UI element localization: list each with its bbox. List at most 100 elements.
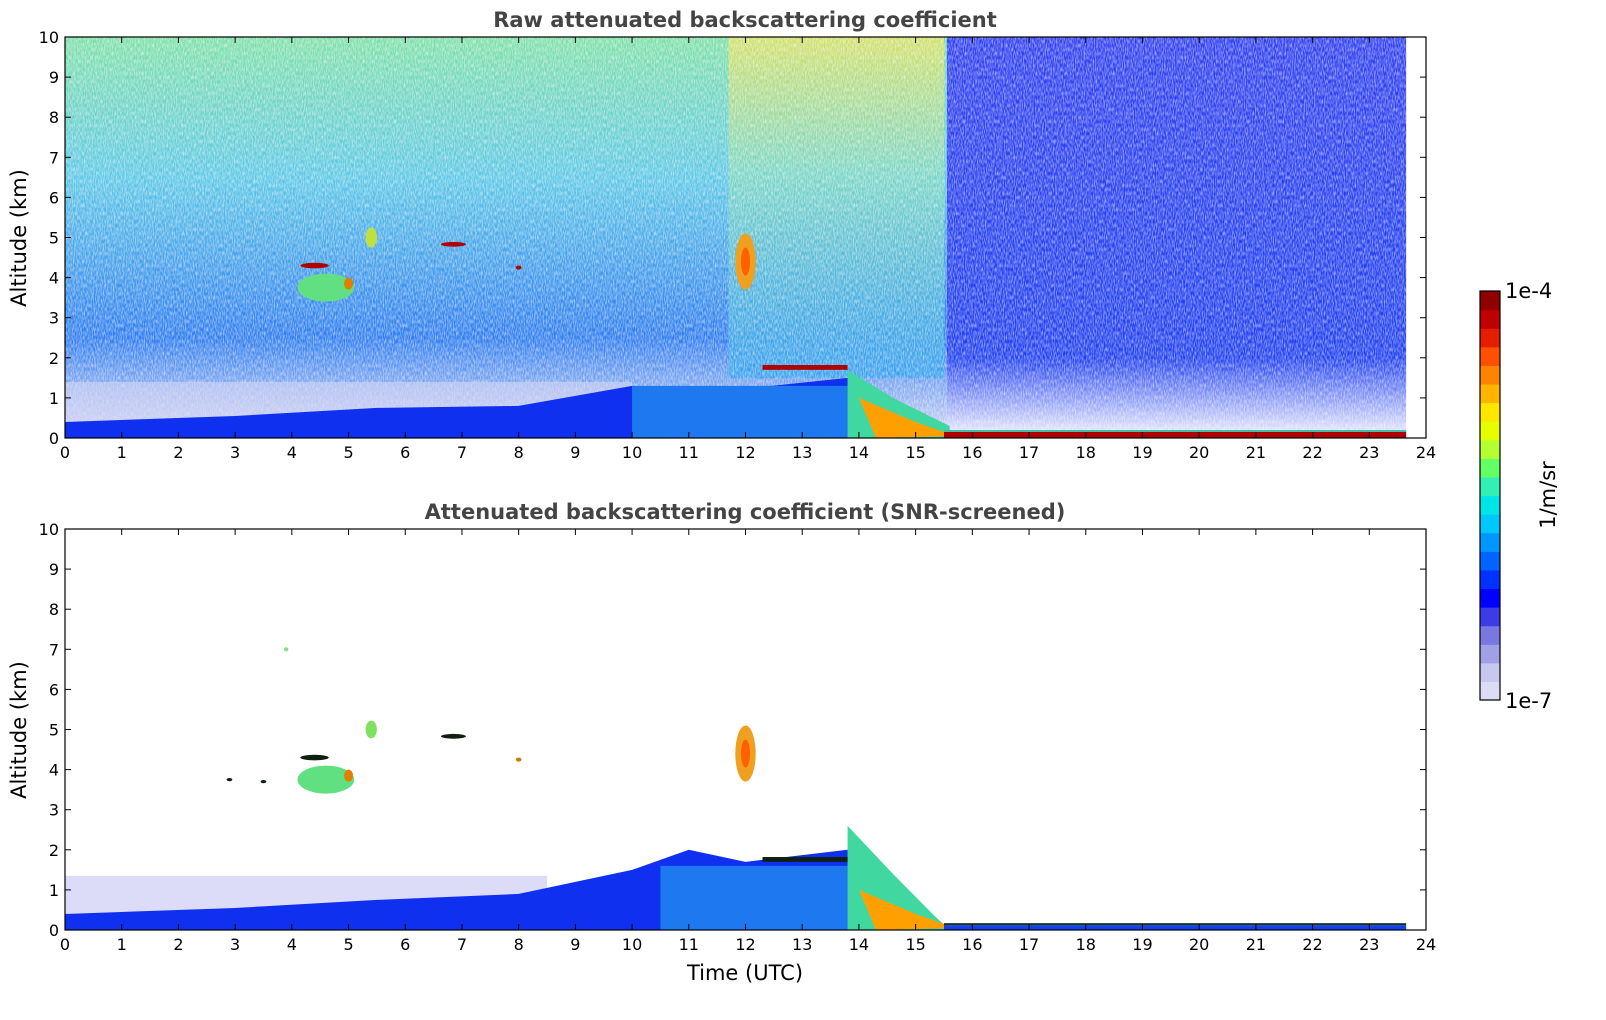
cloud-blob: [344, 277, 354, 290]
x-tick-label: 6: [400, 443, 410, 462]
screened-cloud: [344, 769, 354, 782]
x-tick-label: 16: [962, 443, 982, 462]
x-tick-label: 8: [514, 443, 524, 462]
y-tick-label: 6: [49, 188, 59, 207]
y-tick-label: 7: [49, 640, 59, 659]
x-tick-label: 1: [117, 443, 127, 462]
panel2-y-label: Altitude (km): [7, 661, 31, 799]
y-tick-label: 0: [49, 429, 59, 448]
y-tick-label: 9: [49, 68, 59, 87]
x-tick-label: 17: [1019, 935, 1039, 954]
y-tick-label: 8: [49, 108, 59, 127]
x-tick-label: 12: [735, 443, 755, 462]
x-tick-label: 11: [679, 935, 699, 954]
y-tick-label: 3: [49, 309, 59, 328]
surface-layer: [943, 431, 1407, 438]
x-tick-label: 2: [173, 935, 183, 954]
x-tick-label: 9: [570, 443, 580, 462]
y-tick-label: 7: [49, 148, 59, 167]
colorbar-unit-label: 1/m/sr: [1536, 461, 1560, 529]
screened-fog-core: [858, 889, 956, 930]
fog-layer-core: [858, 397, 956, 438]
colorbar-step: [1480, 346, 1500, 366]
raw-backscatter-panel: Raw attenuated backscattering coefficien…: [7, 8, 1436, 462]
x-tick-label: 11: [679, 443, 699, 462]
screened-cloud: [283, 647, 289, 652]
screened-cloud: [515, 757, 522, 762]
x-tick-label: 24: [1416, 935, 1436, 954]
snr-screened-heatmap: [65, 647, 1407, 930]
x-tick-label: 10: [622, 443, 642, 462]
colorbar-step: [1480, 458, 1500, 478]
x-tick-label: 4: [287, 935, 297, 954]
screened-cloud-low: [762, 857, 848, 862]
x-tick-label: 2: [173, 443, 183, 462]
x-tick-label: 18: [1076, 935, 1096, 954]
colorbar-step: [1480, 551, 1500, 571]
colorbar-step: [1480, 402, 1500, 422]
x-tick-label: 15: [905, 935, 925, 954]
panel1-title: Raw attenuated backscattering coefficien…: [493, 8, 997, 32]
x-tick-label: 7: [457, 935, 467, 954]
ice-cloud-core: [740, 247, 751, 276]
x-tick-label: 15: [905, 443, 925, 462]
colorbar-step: [1480, 309, 1500, 329]
panel2-y-ticks: 0 1 2 3 4 5 6 7 8 9 10: [39, 520, 1426, 940]
surface-layer-edge: [943, 429, 1407, 432]
screened-surface-layer: [943, 925, 1407, 930]
screened-cloud: [226, 778, 233, 782]
screened-cloud: [300, 754, 329, 761]
y-tick-label: 3: [49, 801, 59, 820]
x-tick-label: 8: [514, 935, 524, 954]
cloud-blob: [297, 273, 355, 302]
x-tick-label: 14: [849, 443, 869, 462]
x-tick-label: 0: [60, 935, 70, 954]
x-tick-label: 7: [457, 443, 467, 462]
boundary-layer-upper: [632, 385, 871, 438]
y-tick-label: 9: [49, 560, 59, 579]
x-tick-label: 10: [622, 935, 642, 954]
raw-backscatter-heatmap: [65, 37, 1407, 438]
x-tick-label: 5: [343, 935, 353, 954]
y-tick-label: 0: [49, 921, 59, 940]
y-tick-label: 4: [49, 761, 59, 780]
colorbar-frame: [1479, 290, 1501, 701]
x-tick-label: 21: [1246, 935, 1266, 954]
colorbar-scale: [1480, 291, 1500, 701]
x-tick-label: 1: [117, 935, 127, 954]
colorbar-step: [1480, 328, 1500, 348]
colorbar-step: [1480, 383, 1500, 404]
screened-ice-cloud-core: [740, 739, 751, 768]
colorbar-step: [1480, 514, 1500, 534]
y-tick-label: 10: [39, 520, 59, 539]
colorbar-step: [1480, 476, 1500, 497]
x-tick-label: 22: [1302, 443, 1322, 462]
x-tick-label: 0: [60, 443, 70, 462]
x-tick-label: 19: [1132, 935, 1152, 954]
colorbar-step: [1480, 607, 1500, 627]
x-tick-label: 9: [570, 935, 580, 954]
y-tick-label: 10: [39, 28, 59, 47]
cloud-blob: [365, 227, 377, 248]
y-tick-label: 5: [49, 721, 59, 740]
colorbar-step: [1480, 532, 1500, 552]
panel1-y-ticks: 0 1 2 3 4 5 6 7 8 9 10: [39, 28, 1426, 448]
colorbar-step: [1480, 569, 1500, 590]
x-tick-label: 13: [792, 443, 812, 462]
y-tick-label: 6: [49, 680, 59, 699]
x-tick-label: 16: [962, 935, 982, 954]
y-tick-label: 5: [49, 229, 59, 248]
colorbar-max-label: 1e-4: [1505, 279, 1552, 303]
x-axis-label: Time (UTC): [686, 961, 803, 985]
x-tick-label: 6: [400, 935, 410, 954]
cloud-blob: [300, 262, 329, 269]
colorbar-min-label: 1e-7: [1505, 689, 1552, 713]
colorbar-step: [1480, 681, 1500, 701]
x-tick-label: 14: [849, 935, 869, 954]
y-tick-label: 1: [49, 881, 59, 900]
x-tick-label: 5: [343, 443, 353, 462]
colorbar-step: [1480, 421, 1500, 441]
x-tick-label: 19: [1132, 443, 1152, 462]
screened-cloud: [365, 720, 377, 739]
cloud-blob: [440, 241, 466, 247]
